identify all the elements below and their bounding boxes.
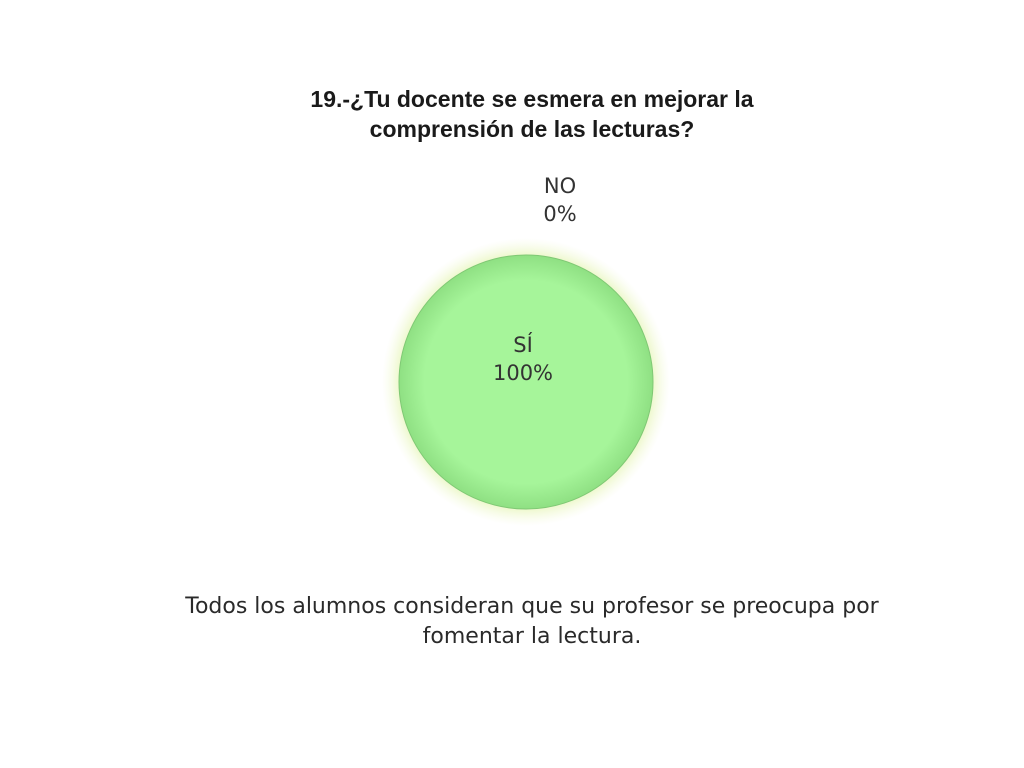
conclusion-text: Todos los alumnos consideran que su prof… [112,592,952,652]
chart-title: 19.-¿Tu docente se esmera en mejorar la … [0,84,1024,144]
conclusion-line-2: fomentar la lectura. [422,624,642,649]
pie-labels: SÍ 100% NO 0% [493,174,577,385]
slice-si-value-label: 100% [493,361,553,385]
slice-no-value-label: 0% [543,202,576,226]
slice-no-label: NO [544,174,576,198]
chart-title-line-2: comprensión de las lecturas? [369,116,695,142]
slice-si [398,254,654,510]
pie-slices [398,254,654,510]
conclusion-line-1: Todos los alumnos consideran que su prof… [185,594,879,619]
chart-title-line-1: 19.-¿Tu docente se esmera en mejorar la [310,86,754,112]
slice-si-label: SÍ [513,332,533,357]
